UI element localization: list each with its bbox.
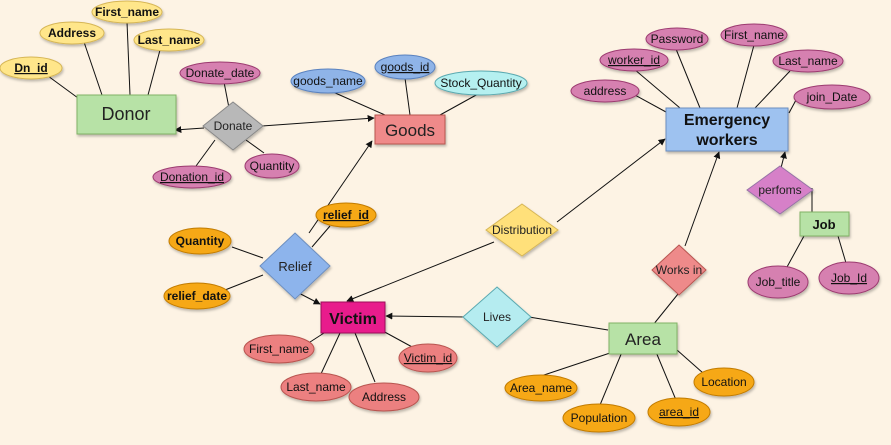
svg-text:join_Date: join_Date: [806, 90, 858, 104]
svg-text:Password: Password: [651, 32, 704, 46]
svg-text:Victim_id: Victim_id: [404, 351, 452, 365]
svg-text:Donate_date: Donate_date: [186, 66, 255, 80]
svg-text:First_name: First_name: [249, 342, 309, 356]
svg-text:goods_name: goods_name: [293, 74, 363, 88]
svg-text:Job_title: Job_title: [756, 275, 801, 289]
entity-victim-label: Victim: [329, 311, 377, 328]
svg-text:Address: Address: [362, 390, 406, 404]
entity-area-label: Area: [625, 330, 661, 349]
entity-goods-label: Goods: [385, 121, 435, 140]
relationship-lives-label: Lives: [483, 310, 511, 324]
entity-goods[interactable]: Goods: [374, 114, 446, 145]
attribute-donor-address[interactable]: Address: [39, 21, 105, 45]
attribute-donate-quantity[interactable]: Quantity: [244, 153, 300, 179]
relationship-lives[interactable]: Lives: [462, 286, 532, 348]
attribute-worker-id[interactable]: worker_id: [599, 48, 669, 72]
svg-text:First_name: First_name: [95, 5, 159, 19]
svg-text:relief_id: relief_id: [323, 208, 369, 222]
svg-text:Stock_Quantity: Stock_Quantity: [440, 76, 521, 90]
svg-text:worker_id: worker_id: [607, 53, 660, 67]
attribute-goods-id[interactable]: goods_id: [374, 54, 436, 80]
attribute-donation-id[interactable]: Donation_id: [152, 165, 232, 189]
svg-text:Last_name: Last_name: [138, 33, 201, 47]
relationship-distribution[interactable]: Distribution: [485, 203, 559, 257]
attribute-worker-password[interactable]: Password: [645, 27, 709, 51]
entity-donor-label: Donor: [101, 104, 150, 124]
entity-job-label: Job: [812, 217, 835, 232]
svg-text:Quantity: Quantity: [250, 159, 295, 173]
attribute-area-name[interactable]: Area_name: [504, 374, 578, 402]
svg-text:Last_name: Last_name: [778, 54, 838, 68]
entity-donor[interactable]: Donor: [76, 94, 177, 135]
entity-area[interactable]: Area: [608, 322, 678, 355]
svg-text:First_name: First_name: [724, 28, 784, 42]
attribute-donor-last-name[interactable]: Last_name: [133, 28, 205, 52]
relationship-works-in-label: Works in: [656, 263, 702, 277]
attribute-job-id[interactable]: Job_Id: [818, 261, 880, 295]
entity-emergency-label-2: workers: [695, 132, 757, 149]
attribute-victim-last-name[interactable]: Last_name: [280, 372, 352, 402]
attribute-victim-id[interactable]: Victim_id: [398, 343, 458, 373]
relationship-works-in[interactable]: Works in: [651, 244, 707, 296]
attribute-victim-address[interactable]: Address: [348, 382, 420, 412]
svg-text:relief_date: relief_date: [167, 289, 227, 303]
entity-emergency-workers[interactable]: Emergency workers: [665, 107, 789, 152]
attribute-area-id[interactable]: area_id: [647, 397, 711, 427]
svg-text:goods_id: goods_id: [381, 60, 430, 74]
relationship-donate-label: Donate: [214, 119, 253, 133]
attribute-stock-quantity[interactable]: Stock_Quantity: [434, 70, 528, 96]
svg-text:Last_name: Last_name: [286, 380, 346, 394]
attribute-worker-address[interactable]: address: [570, 79, 640, 103]
attribute-worker-last-name[interactable]: Last_name: [772, 49, 844, 73]
attribute-job-title[interactable]: Job_title: [747, 265, 809, 299]
svg-text:Donation_id: Donation_id: [160, 170, 224, 184]
attribute-relief-date[interactable]: relief_date: [163, 282, 231, 310]
relationship-perfoms[interactable]: perfoms: [746, 165, 814, 215]
attribute-victim-first-name[interactable]: First_name: [243, 334, 315, 364]
svg-text:Location: Location: [701, 375, 746, 389]
relationship-perfoms-label: perfoms: [758, 183, 801, 197]
svg-text:Job_Id: Job_Id: [831, 271, 867, 285]
attribute-location[interactable]: Location: [693, 367, 755, 397]
entity-victim[interactable]: Victim: [320, 301, 386, 334]
relationship-relief[interactable]: Relief: [259, 232, 331, 300]
svg-text:area_id: area_id: [659, 405, 699, 419]
svg-text:Dn_id: Dn_id: [14, 61, 47, 75]
attribute-donor-dn-id[interactable]: Dn_id: [0, 56, 63, 80]
svg-text:Population: Population: [571, 411, 628, 425]
relationship-relief-label: Relief: [278, 259, 312, 274]
svg-text:address: address: [584, 84, 627, 98]
entity-job[interactable]: Job: [799, 211, 850, 237]
attribute-join-date[interactable]: join_Date: [793, 84, 871, 110]
attribute-relief-quantity[interactable]: Quantity: [168, 227, 232, 255]
attribute-relief-id[interactable]: relief_id: [315, 202, 377, 228]
relationship-distribution-label: Distribution: [492, 223, 552, 237]
entity-emergency-label-1: Emergency: [684, 112, 770, 129]
attribute-worker-first-name[interactable]: First_name: [720, 23, 788, 47]
attribute-donor-first-name[interactable]: First_name: [91, 0, 163, 24]
svg-text:Quantity: Quantity: [176, 234, 225, 248]
relationship-donate[interactable]: Donate: [202, 101, 264, 151]
svg-text:Area_name: Area_name: [510, 381, 572, 395]
attribute-goods-name[interactable]: goods_name: [290, 68, 366, 94]
svg-text:Address: Address: [48, 26, 96, 40]
connector-lines: [47, 21, 847, 406]
attribute-population[interactable]: Population: [562, 403, 636, 433]
attribute-donate-date[interactable]: Donate_date: [179, 61, 261, 85]
